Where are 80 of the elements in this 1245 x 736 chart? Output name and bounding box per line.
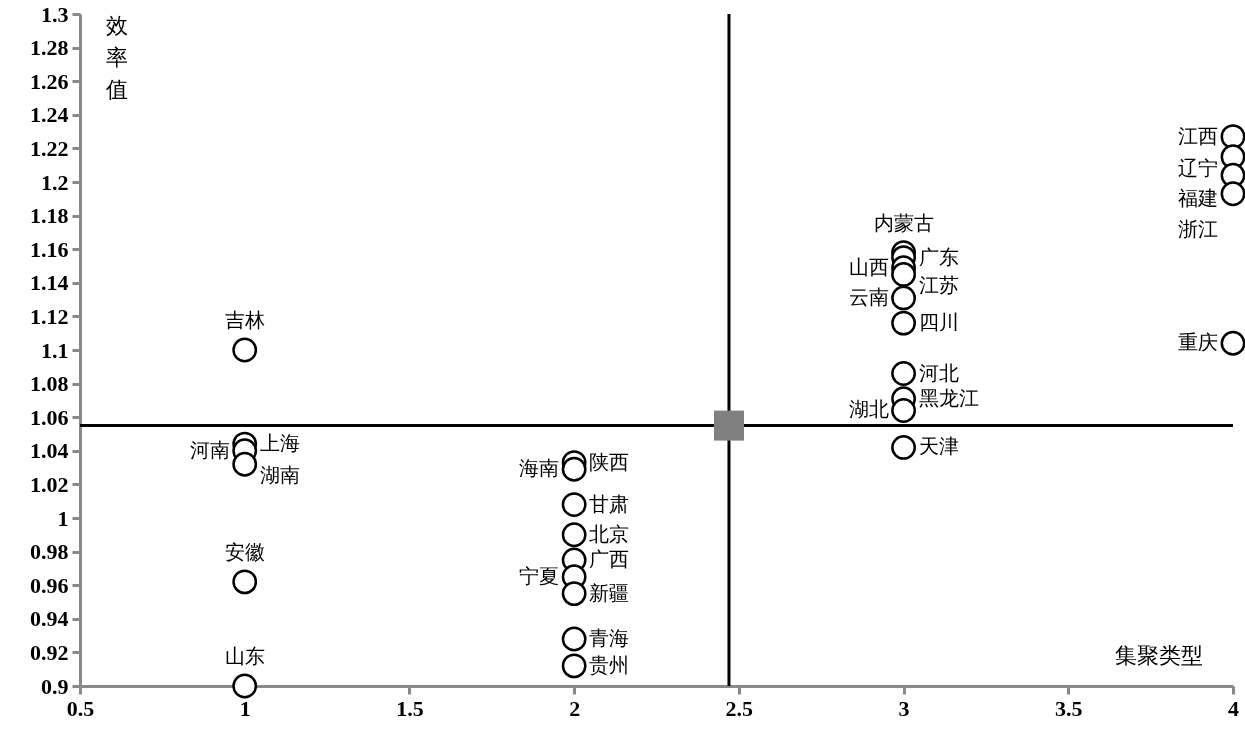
- annotation: 河南: [189, 438, 230, 461]
- y-tick-label: 1.16: [30, 236, 69, 262]
- y-tick-label: 1.18: [30, 203, 69, 229]
- y-tick-label: 0.98: [30, 539, 69, 565]
- annotation: 上海: [259, 432, 300, 455]
- annotation: 贵州: [589, 653, 630, 676]
- annotation: 青海: [589, 626, 630, 649]
- point: [891, 361, 916, 386]
- annotation: 海南: [519, 457, 560, 480]
- annotation: 吉林: [224, 309, 265, 331]
- annotation: 宁夏: [519, 564, 560, 587]
- annotation: 山东: [224, 645, 265, 667]
- x-tick-label: 4: [1228, 695, 1239, 721]
- annotation: 天津: [918, 435, 959, 458]
- y-tick-label: 0.96: [30, 572, 69, 598]
- annotation: 福建: [1178, 187, 1218, 210]
- y-tick-label: 1.22: [30, 135, 69, 161]
- annotation: 重庆: [1178, 331, 1218, 354]
- annotation: 安徽: [224, 540, 265, 563]
- x-tick-label: 1: [239, 695, 251, 721]
- x-tick-label: 3.5: [1055, 695, 1083, 721]
- y-tick-label: 1.02: [30, 471, 69, 497]
- point: [561, 492, 587, 517]
- y-tick-label: 1.06: [30, 404, 69, 430]
- y-tick-label: 1: [57, 505, 69, 531]
- x-tick-label: 2.5: [725, 695, 754, 721]
- y-tick-label: 1.24: [30, 102, 69, 128]
- y-tick-label: 1.08: [30, 371, 69, 397]
- point: [232, 451, 258, 477]
- x-tick-label: 0.5: [66, 695, 95, 721]
- y-tick-label: 1.04: [30, 438, 69, 464]
- point: [891, 285, 916, 311]
- point: [891, 398, 916, 423]
- point: [561, 653, 587, 679]
- annotation: 北京: [589, 522, 630, 545]
- y-tick-label: 1.14: [30, 270, 69, 296]
- x-tick-label: 1.5: [396, 695, 424, 721]
- annotation: 内蒙古: [873, 211, 934, 234]
- annotation: 黑龙江: [918, 386, 979, 409]
- annotation: 陕西: [589, 450, 630, 473]
- annotation: 湖南: [259, 464, 300, 487]
- x-tick-label: 3: [898, 695, 910, 721]
- annotation: 辽宁: [1178, 156, 1218, 179]
- y-tick-label: 0.92: [30, 639, 69, 665]
- y-tick-label: 1.2: [41, 169, 69, 195]
- y-tick-label: 0.94: [30, 606, 69, 632]
- y-tick-label: 1.28: [30, 35, 69, 61]
- point: [232, 673, 258, 699]
- annotation: 四川: [918, 311, 959, 334]
- y-tick-label: 1.12: [30, 303, 69, 329]
- point: [891, 261, 916, 287]
- point: [891, 310, 916, 336]
- annotation: 广东: [918, 245, 959, 268]
- y-tick-label: 1.26: [30, 68, 69, 94]
- point: [561, 456, 587, 482]
- point: [561, 581, 587, 607]
- x-axis-title: 集聚类型: [1115, 643, 1203, 668]
- point: [232, 569, 258, 595]
- y-axis-title: 效率值: [106, 13, 128, 102]
- annotation: 甘肃: [589, 492, 630, 515]
- annotation: 江苏: [918, 274, 959, 297]
- annotation: 江西: [1178, 124, 1218, 147]
- y-tick-label: 1.1: [41, 337, 69, 363]
- annotation: 湖北: [848, 398, 889, 421]
- annotation: 山西: [848, 255, 889, 278]
- annotation: 云南: [848, 285, 889, 308]
- point: [561, 522, 587, 548]
- point: [713, 410, 744, 441]
- point: [1220, 181, 1245, 207]
- point: [891, 435, 916, 460]
- annotation: 新疆: [589, 581, 630, 604]
- y-tick-label: 0.9: [41, 673, 69, 699]
- x-tick-label: 2: [569, 695, 581, 721]
- point: [1220, 330, 1245, 356]
- annotation: 浙江: [1178, 217, 1218, 240]
- point: [561, 626, 587, 652]
- annotation: 广西: [589, 548, 630, 570]
- annotation: 河北: [918, 361, 959, 384]
- point: [232, 337, 258, 363]
- y-tick-label: 1.3: [41, 1, 69, 27]
